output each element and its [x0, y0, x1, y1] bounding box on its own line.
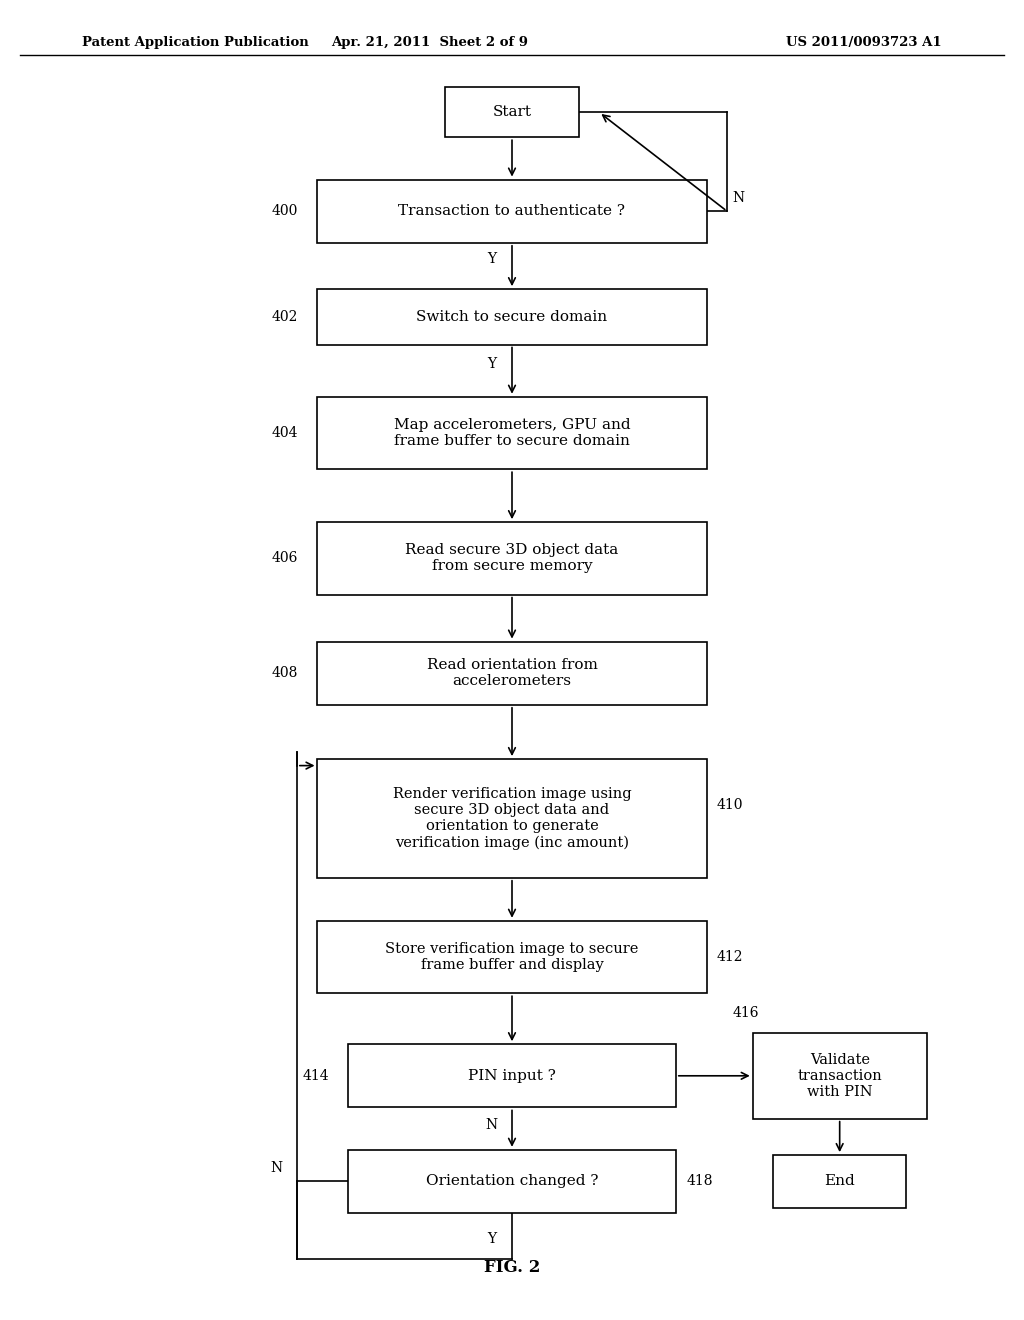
Text: 408: 408	[271, 667, 298, 680]
Text: Transaction to authenticate ?: Transaction to authenticate ?	[398, 205, 626, 218]
Text: PIN input ?: PIN input ?	[468, 1069, 556, 1082]
Text: Read secure 3D object data
from secure memory: Read secure 3D object data from secure m…	[406, 544, 618, 573]
FancyBboxPatch shape	[317, 921, 707, 993]
Text: 412: 412	[717, 950, 743, 964]
Text: 402: 402	[271, 310, 298, 323]
Text: Y: Y	[487, 356, 496, 371]
Text: Patent Application Publication: Patent Application Publication	[82, 36, 308, 49]
FancyBboxPatch shape	[317, 289, 707, 345]
Text: Store verification image to secure
frame buffer and display: Store verification image to secure frame…	[385, 942, 639, 972]
Text: 410: 410	[717, 799, 743, 812]
FancyBboxPatch shape	[317, 521, 707, 594]
Text: US 2011/0093723 A1: US 2011/0093723 A1	[786, 36, 942, 49]
Text: Map accelerometers, GPU and
frame buffer to secure domain: Map accelerometers, GPU and frame buffer…	[393, 418, 631, 447]
FancyBboxPatch shape	[317, 642, 707, 705]
Text: Orientation changed ?: Orientation changed ?	[426, 1175, 598, 1188]
Text: 406: 406	[271, 552, 298, 565]
Text: N: N	[732, 191, 744, 205]
Text: N: N	[485, 1118, 498, 1131]
FancyBboxPatch shape	[445, 87, 579, 137]
Text: Start: Start	[493, 106, 531, 119]
Text: N: N	[270, 1162, 283, 1175]
Text: 416: 416	[732, 1006, 759, 1020]
FancyBboxPatch shape	[773, 1155, 906, 1208]
Text: 414: 414	[302, 1069, 329, 1082]
Text: 400: 400	[271, 205, 298, 218]
Text: Read orientation from
accelerometers: Read orientation from accelerometers	[427, 659, 597, 688]
Text: Validate
transaction
with PIN: Validate transaction with PIN	[798, 1052, 882, 1100]
FancyBboxPatch shape	[317, 759, 707, 878]
Text: Switch to secure domain: Switch to secure domain	[417, 310, 607, 323]
Text: Render verification image using
secure 3D object data and
orientation to generat: Render verification image using secure 3…	[392, 787, 632, 850]
FancyBboxPatch shape	[317, 180, 707, 243]
FancyBboxPatch shape	[348, 1150, 676, 1213]
Text: 418: 418	[686, 1175, 713, 1188]
FancyBboxPatch shape	[348, 1044, 676, 1107]
FancyBboxPatch shape	[317, 396, 707, 469]
Text: Y: Y	[487, 252, 496, 267]
FancyBboxPatch shape	[753, 1032, 927, 1119]
Text: Apr. 21, 2011  Sheet 2 of 9: Apr. 21, 2011 Sheet 2 of 9	[332, 36, 528, 49]
Text: End: End	[824, 1175, 855, 1188]
Text: Y: Y	[487, 1233, 496, 1246]
Text: 404: 404	[271, 426, 298, 440]
Text: FIG. 2: FIG. 2	[483, 1259, 541, 1275]
